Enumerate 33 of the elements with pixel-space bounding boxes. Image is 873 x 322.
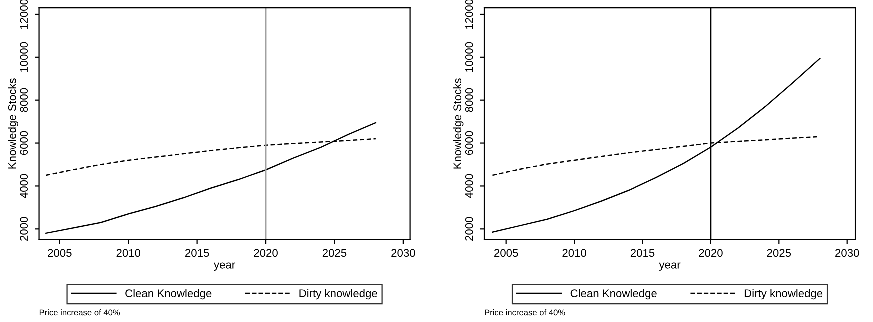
x-axis-title: year	[214, 262, 236, 272]
y-axis-title: Knowledge Stocks	[453, 78, 464, 169]
x-tick-label: 2010	[116, 249, 141, 258]
x-tick-label: 2020	[254, 249, 278, 258]
x-tick-label: 2030	[392, 249, 416, 258]
y-tick-label: 4000	[20, 174, 28, 198]
x-tick-label: 2010	[562, 249, 586, 258]
x-tick-label: 2005	[494, 249, 518, 258]
x-tick-label: 2015	[186, 249, 210, 258]
x-tick-label: 2005	[48, 249, 72, 258]
legend-label: Clean Knowledge	[570, 289, 657, 300]
x-axis-title: year	[659, 262, 681, 272]
x-tick-label: 2030	[836, 249, 860, 258]
y-tick-label: 6000	[20, 131, 28, 156]
x-tick-label: 2020	[699, 249, 723, 258]
legend-label: Clean Knowledge	[126, 289, 212, 300]
text: Price increase of 40%	[485, 310, 566, 316]
y-tick-label: 2000	[465, 217, 474, 241]
y-tick-label: 2000	[20, 217, 28, 241]
text: Price increase of 40%	[40, 310, 120, 316]
x-tick-label: 2025	[767, 249, 792, 258]
legend-label: Dirty knowledge	[744, 289, 823, 300]
y-tick-label: 8000	[20, 88, 28, 112]
y-tick-label: 4000	[465, 174, 474, 198]
x-tick-label: 2025	[322, 249, 347, 258]
y-tick-label: 6000	[465, 131, 474, 156]
x-tick-label: 2015	[630, 249, 655, 258]
line-series	[46, 122, 377, 234]
legend-label: Dirty knowledge	[300, 289, 378, 300]
y-axis-title: Knowledge Stocks	[8, 78, 19, 169]
y-tick-label: 10000	[20, 42, 28, 72]
y-tick-label: 10000	[465, 42, 474, 72]
y-tick-label: 8000	[465, 88, 474, 112]
